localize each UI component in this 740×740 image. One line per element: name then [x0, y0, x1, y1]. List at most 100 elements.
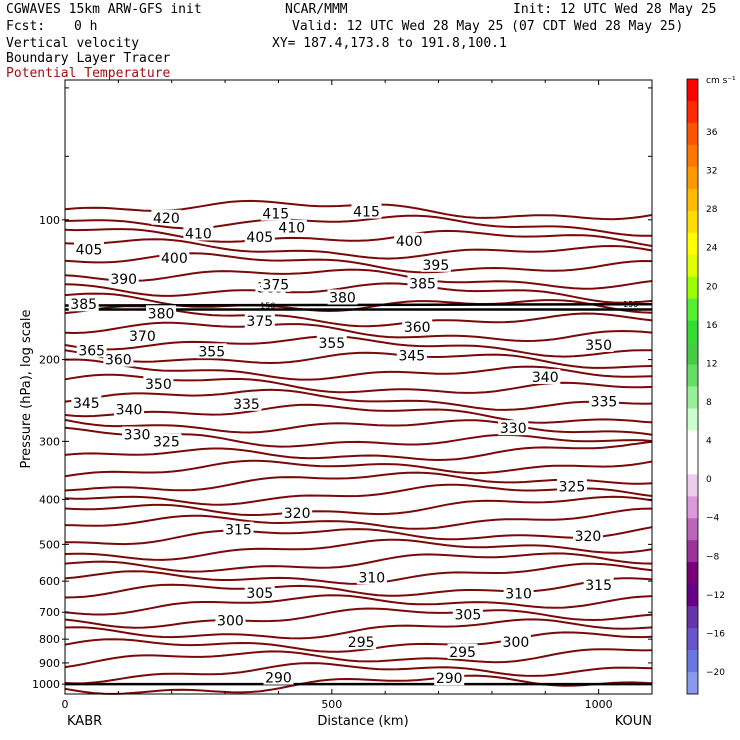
contour-label-bg [420, 256, 451, 272]
colorbar-swatch [687, 606, 698, 629]
y-tick-label: 400 [39, 493, 60, 506]
contour-label: 400 [161, 251, 188, 267]
contour-label-bg [244, 312, 275, 328]
theta-contour-line [64, 388, 653, 411]
y-tick-label: 800 [39, 633, 60, 646]
colorbar-label: 36 [706, 128, 718, 138]
fcst-value: 0 h [74, 19, 98, 34]
vertical-velocity-colorbar: 36 32 28 24 20 16 12 8 4 0 −4 −8 −12 −16 −20 [686, 78, 725, 695]
contour-label: 345 [398, 349, 425, 365]
theta-contour-line [64, 440, 653, 462]
contour-label: 310 [358, 570, 385, 586]
contour-label-bg [127, 328, 158, 344]
colorbar-label: 24 [706, 244, 718, 254]
y-tick-label: 1000 [32, 678, 60, 691]
theta-contour-line [64, 282, 653, 304]
colorbar-swatch [687, 452, 698, 475]
colorbar-swatch [687, 342, 698, 366]
colorbar-swatch [687, 166, 698, 190]
init-time: Init: 12 UTC Wed 28 May 25 [513, 2, 717, 17]
colorbar-swatch [687, 298, 698, 322]
colorbar-swatch [687, 79, 698, 102]
theta-contour-line [64, 238, 653, 260]
valid-time: Valid: 12 UTC Wed 28 May 25 (07 CDT Wed … [292, 19, 684, 34]
contour-label-bg [231, 395, 262, 411]
contour-label: 420 [153, 211, 180, 227]
theta-contour-line [64, 526, 653, 546]
contour-label: 375 [262, 278, 289, 294]
theta-contours [64, 199, 653, 695]
contour-label-bg [407, 275, 438, 291]
contour-label: 300 [503, 635, 530, 651]
contour-label-bg [215, 612, 246, 628]
contour-label: 355 [318, 336, 345, 352]
y-axis-label: Pressure (hPa), log scale [19, 310, 34, 469]
colorbar-swatch [687, 254, 698, 278]
y-axis: 100 200 300 400 500 600 700 800 900 1000 [32, 87, 652, 691]
theta-contour-line [64, 607, 653, 629]
org-label: NCAR/MMM [285, 2, 348, 17]
colorbar-swatch [687, 144, 698, 168]
tracer-label: 150 [260, 302, 275, 311]
colorbar-label: −12 [706, 591, 725, 601]
y-tick-label: 500 [39, 538, 60, 551]
contour-label: 380 [329, 290, 356, 306]
theta-contour-line [64, 459, 653, 478]
contour-label: 325 [153, 434, 180, 450]
contour-label-bg [394, 232, 425, 248]
colorbar-swatch [687, 628, 698, 651]
x-axis: 0 500 1000 [62, 80, 653, 711]
theta-contour-line [64, 538, 653, 561]
x-tick-label: 0 [62, 698, 69, 711]
contour-label: 360 [105, 353, 132, 369]
colorbar-swatch [687, 188, 698, 212]
contour-label-bg [356, 569, 387, 585]
left-endpoint-label: KABR [67, 714, 102, 729]
contour-label: 385 [409, 276, 436, 292]
contour-label-bg [71, 394, 102, 410]
contour-label-bg [351, 203, 382, 219]
contour-label: 330 [500, 421, 527, 437]
contour-label: 300 [217, 614, 244, 630]
contour-label: 400 [396, 234, 423, 250]
contour-label-bg [583, 336, 614, 352]
theta-contour-line [64, 335, 653, 358]
contour-label-bg [498, 420, 529, 436]
contour-label-bg [583, 577, 614, 593]
theta-contour-line [64, 577, 653, 599]
colorbar-label: 8 [706, 398, 712, 408]
contour-label: 365 [78, 343, 105, 359]
contour-label: 350 [585, 338, 612, 354]
contour-label-bg [159, 250, 190, 266]
colorbar-swatch [687, 496, 698, 519]
contour-label-bg [572, 528, 603, 544]
theta-contour-line [64, 418, 653, 436]
contour-label-bg [316, 334, 347, 350]
field-boundary-layer-tracer: Boundary Layer Tracer [6, 51, 171, 66]
contour-label-bg [434, 670, 465, 686]
theta-contour-line [64, 228, 653, 247]
colorbar-label: 16 [706, 321, 718, 331]
contour-label-bg [122, 426, 153, 442]
colorbar-frame [686, 78, 699, 695]
x-axis-label: Distance (km) [317, 714, 408, 729]
contour-label-bg [327, 289, 358, 305]
theta-contour-line [64, 552, 653, 573]
contour-label: 390 [110, 272, 137, 288]
contour-label-bg [151, 433, 182, 449]
contour-label-bg [282, 505, 313, 521]
y-tick-label: 300 [39, 435, 60, 448]
theta-contour-line [64, 358, 653, 381]
contour-label-bg [74, 241, 105, 257]
colorbar-swatch [687, 584, 698, 607]
theta-contour-line [64, 648, 653, 669]
contour-label: 295 [348, 635, 375, 651]
contour-label-bg [260, 276, 291, 292]
theta-contour-line [64, 483, 653, 506]
theta-contour-line [64, 618, 653, 640]
contour-label: 405 [76, 243, 103, 259]
contour-label: 305 [246, 586, 273, 602]
contour-label-bg [276, 219, 307, 235]
fcst-label: Fcst: [6, 19, 46, 34]
